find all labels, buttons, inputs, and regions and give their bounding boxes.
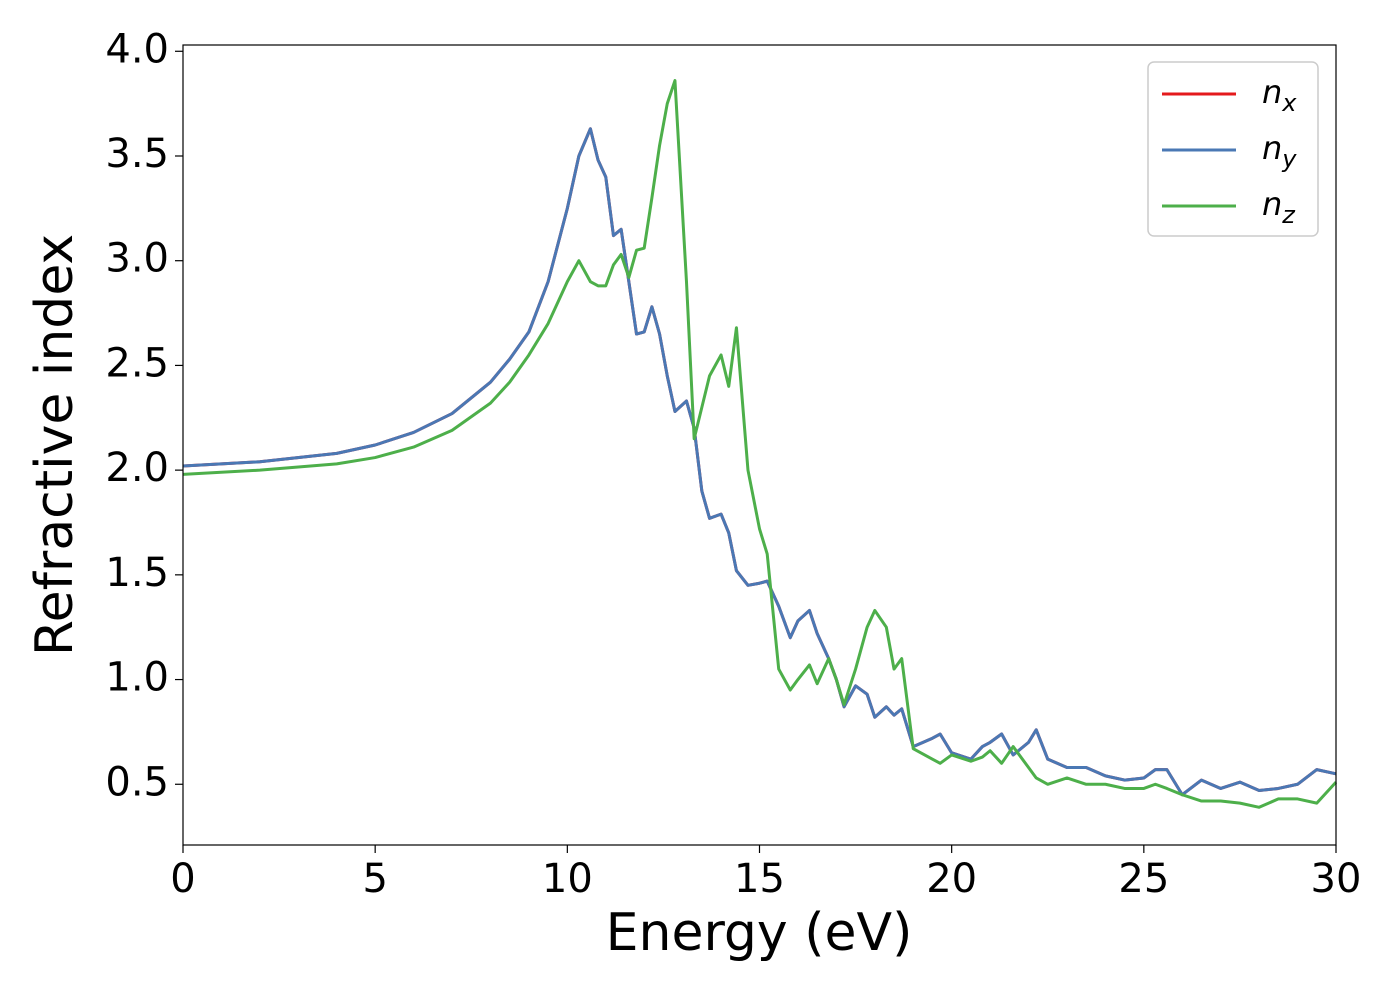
x-tick-label: 30 <box>1311 856 1362 902</box>
y-tick-label: 3.0 <box>105 236 169 282</box>
x-tick-label: 10 <box>542 856 593 902</box>
y-tick-label: 1.0 <box>105 655 169 701</box>
x-tick-label: 15 <box>734 856 785 902</box>
y-tick-label: 1.5 <box>105 550 169 596</box>
line <box>182 127 1337 797</box>
y-tick-label: 2.0 <box>105 445 169 491</box>
y-tick-label: 0.5 <box>105 759 169 805</box>
x-tick-label: 5 <box>362 856 387 902</box>
y-tick-label: 4.0 <box>105 26 169 72</box>
y-tick-label: 3.5 <box>105 131 169 177</box>
y-axis-label: Refractive index <box>25 234 85 656</box>
x-tick-label: 25 <box>1118 856 1169 902</box>
legend-label: ny <box>1262 129 1297 173</box>
x-tick-label: 0 <box>170 856 195 902</box>
y-tick-label: 2.5 <box>105 340 169 386</box>
legend-label: nz <box>1262 185 1296 229</box>
legend-label: nx <box>1262 73 1297 117</box>
x-tick-label: 20 <box>926 856 977 902</box>
line <box>182 79 1338 809</box>
x-axis-label: Energy (eV) <box>606 903 913 963</box>
